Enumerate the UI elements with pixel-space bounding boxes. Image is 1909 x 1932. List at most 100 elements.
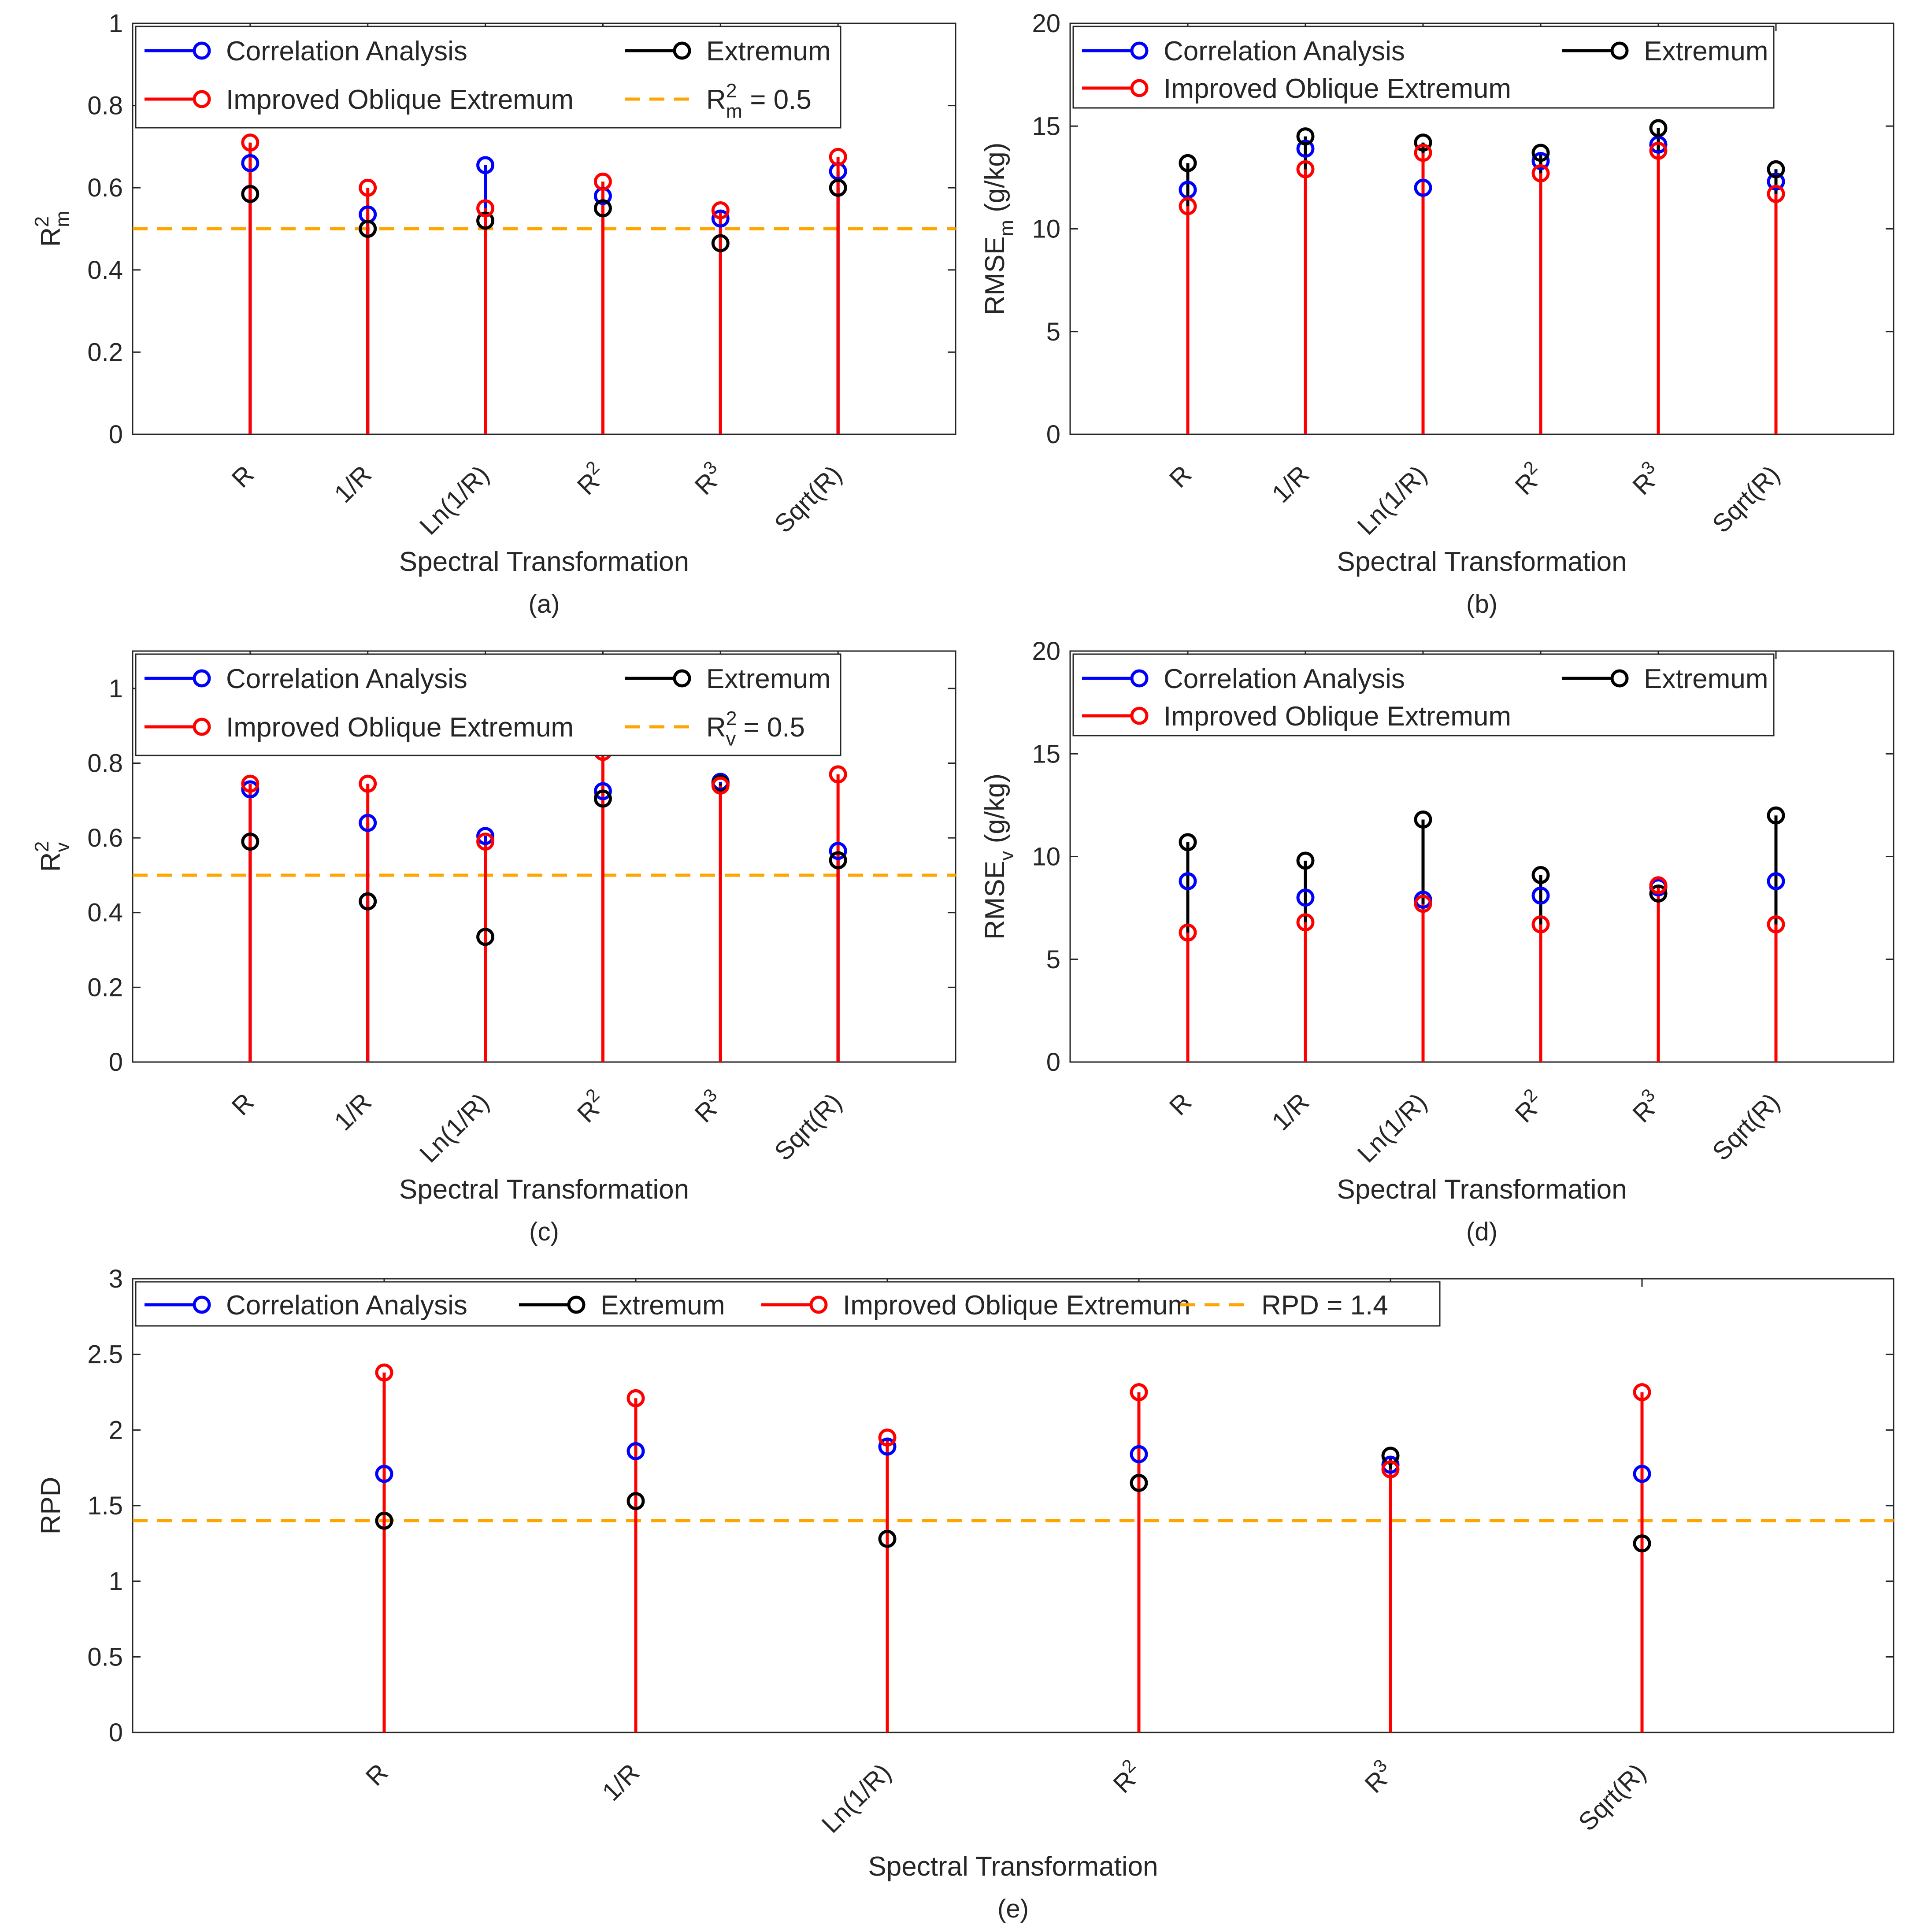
y-tick-label: 10 [1032, 843, 1060, 871]
panel-e: 0 0.5 1 1.5 2 2.5 3 R 1/R Ln(1/R) R2 R3 Sqrt(R) RPD Sp… [36, 1265, 1894, 1923]
marker-ex [829, 851, 847, 870]
panel-caption: (c) [529, 1218, 559, 1246]
y-tick-label: 20 [1032, 637, 1060, 666]
legend-swatch-marker [1610, 41, 1629, 60]
marker-ioe [241, 133, 259, 152]
marker-ioe [711, 776, 730, 795]
marker-ex [359, 892, 377, 910]
panel-caption: (b) [1466, 590, 1498, 618]
marker-ioe [359, 178, 377, 197]
legend-item-thr: RPD = 1.4 [1180, 1290, 1388, 1321]
legend-label: Extremum [1644, 664, 1768, 694]
legend-label: Improved Oblique Extremum [843, 1290, 1190, 1321]
marker-ca [593, 782, 612, 800]
marker-ex [1130, 1474, 1148, 1492]
x-tick-label: R [360, 1758, 394, 1791]
legend-item-ex: Extremum [519, 1290, 725, 1321]
x-tick-label: R2 [1506, 457, 1550, 500]
marker-ex [476, 211, 495, 230]
y-tick-label: 0 [109, 1718, 123, 1747]
marker-ex [1179, 154, 1197, 172]
y-axis-label: R2m [31, 211, 74, 247]
legend-item-ca: Correlation Analysis [1082, 664, 1405, 694]
marker-ex [1633, 1534, 1651, 1553]
marker-ioe [476, 199, 495, 218]
x-tick-label: R3 [686, 457, 730, 500]
legend-swatch-marker [1130, 669, 1149, 688]
marker-ioe [1531, 915, 1550, 933]
legend-swatch-marker [193, 90, 211, 108]
legend-item-ioe: Improved Oblique Extremum [1082, 74, 1511, 104]
panel-b: 0 5 10 15 20 R 1/R Ln(1/R) R2 R3 Sqrt(R) RMSEm (g/k… [980, 9, 1894, 618]
marker-ioe [1649, 141, 1668, 160]
legend-swatch-marker [567, 1295, 586, 1314]
marker-ca [626, 1442, 645, 1460]
y-tick-label: 1 [109, 1567, 123, 1596]
marker-ex [1414, 811, 1432, 829]
x-tick-label: R [226, 1088, 259, 1121]
y-tick-label: 2.5 [87, 1340, 123, 1369]
legend-item-ex: Extremum [625, 664, 830, 694]
legend-item-ex: Extremum [1562, 36, 1768, 67]
panel-c: 0 0.2 0.4 0.6 0.8 1 R 1/R Ln(1/R) R2 R3 Sqrt(R) R2v S… [31, 650, 956, 1246]
marker-ex [626, 1492, 645, 1510]
marker-ca [241, 780, 259, 799]
x-tick-label: Ln(1/R) [1352, 460, 1432, 540]
legend-label: R2 v = 0.5 [706, 708, 805, 750]
x-axis-label: Spectral Transformation [1337, 547, 1627, 577]
legend-swatch-marker [673, 41, 691, 60]
legend-box [135, 653, 841, 756]
marker-ioe [626, 1389, 645, 1407]
y-tick-label: 15 [1032, 740, 1060, 768]
y-tick-label: 2 [109, 1416, 123, 1444]
marker-ex [829, 178, 847, 197]
y-tick-label: 3 [109, 1265, 123, 1293]
legend: Correlation Analysis Extremum Improved Obl… [135, 1281, 1441, 1327]
legend-swatch-marker [1130, 41, 1149, 60]
marker-ioe [1531, 164, 1550, 183]
marker-ioe [1767, 185, 1785, 203]
legend-box [1072, 653, 1775, 737]
marker-ca [241, 154, 259, 172]
panel-caption: (a) [529, 590, 560, 618]
x-tick-label: R2 [568, 1084, 612, 1128]
marker-ca [359, 814, 377, 832]
legend-item-thr: R2 v = 0.5 [625, 708, 805, 750]
marker-ex [375, 1511, 393, 1530]
marker-ioe [1414, 144, 1432, 162]
legend: Correlation Analysis Extremum Improved Obl… [135, 26, 841, 129]
legend-box [135, 26, 841, 129]
legend-item-ca: Correlation Analysis [145, 664, 467, 694]
x-tick-label: Ln(1/R) [816, 1758, 897, 1839]
x-axis-label: Spectral Transformation [399, 547, 689, 577]
marker-ioe [711, 201, 730, 220]
x-tick-label: 1/R [1266, 1088, 1315, 1136]
y-tick-label: 1 [109, 674, 123, 703]
marker-ca [476, 827, 495, 845]
legend-swatch-marker [193, 41, 211, 60]
marker-ex [1296, 127, 1315, 146]
y-axis-label: RMSEv (g/kg) [980, 774, 1017, 940]
x-axis-label: Spectral Transformation [399, 1174, 689, 1205]
y-tick-label: 15 [1032, 112, 1060, 141]
marker-ioe [1130, 1383, 1148, 1401]
marker-ca [375, 1465, 393, 1483]
legend-label: Improved Oblique Extremum [226, 85, 574, 115]
x-tick-label: Sqrt(R) [1707, 460, 1785, 538]
x-tick-label: Sqrt(R) [769, 1088, 847, 1166]
marker-ex [1531, 866, 1550, 884]
x-tick-label: R3 [1356, 1755, 1400, 1799]
marker-ioe [375, 1363, 393, 1382]
marker-ca [1130, 1445, 1148, 1463]
legend-label: Improved Oblique Extremum [1164, 74, 1511, 104]
x-tick-label: Ln(1/R) [414, 460, 495, 540]
legend-label: Correlation Analysis [226, 664, 467, 694]
y-tick-label: 0.4 [87, 899, 123, 927]
x-tick-label: R2 [568, 457, 612, 500]
marker-ex [593, 789, 612, 808]
panel-caption: (d) [1466, 1218, 1498, 1246]
plot-area [132, 650, 956, 1063]
legend-label: Correlation Analysis [226, 1290, 467, 1321]
marker-ioe [593, 172, 612, 191]
